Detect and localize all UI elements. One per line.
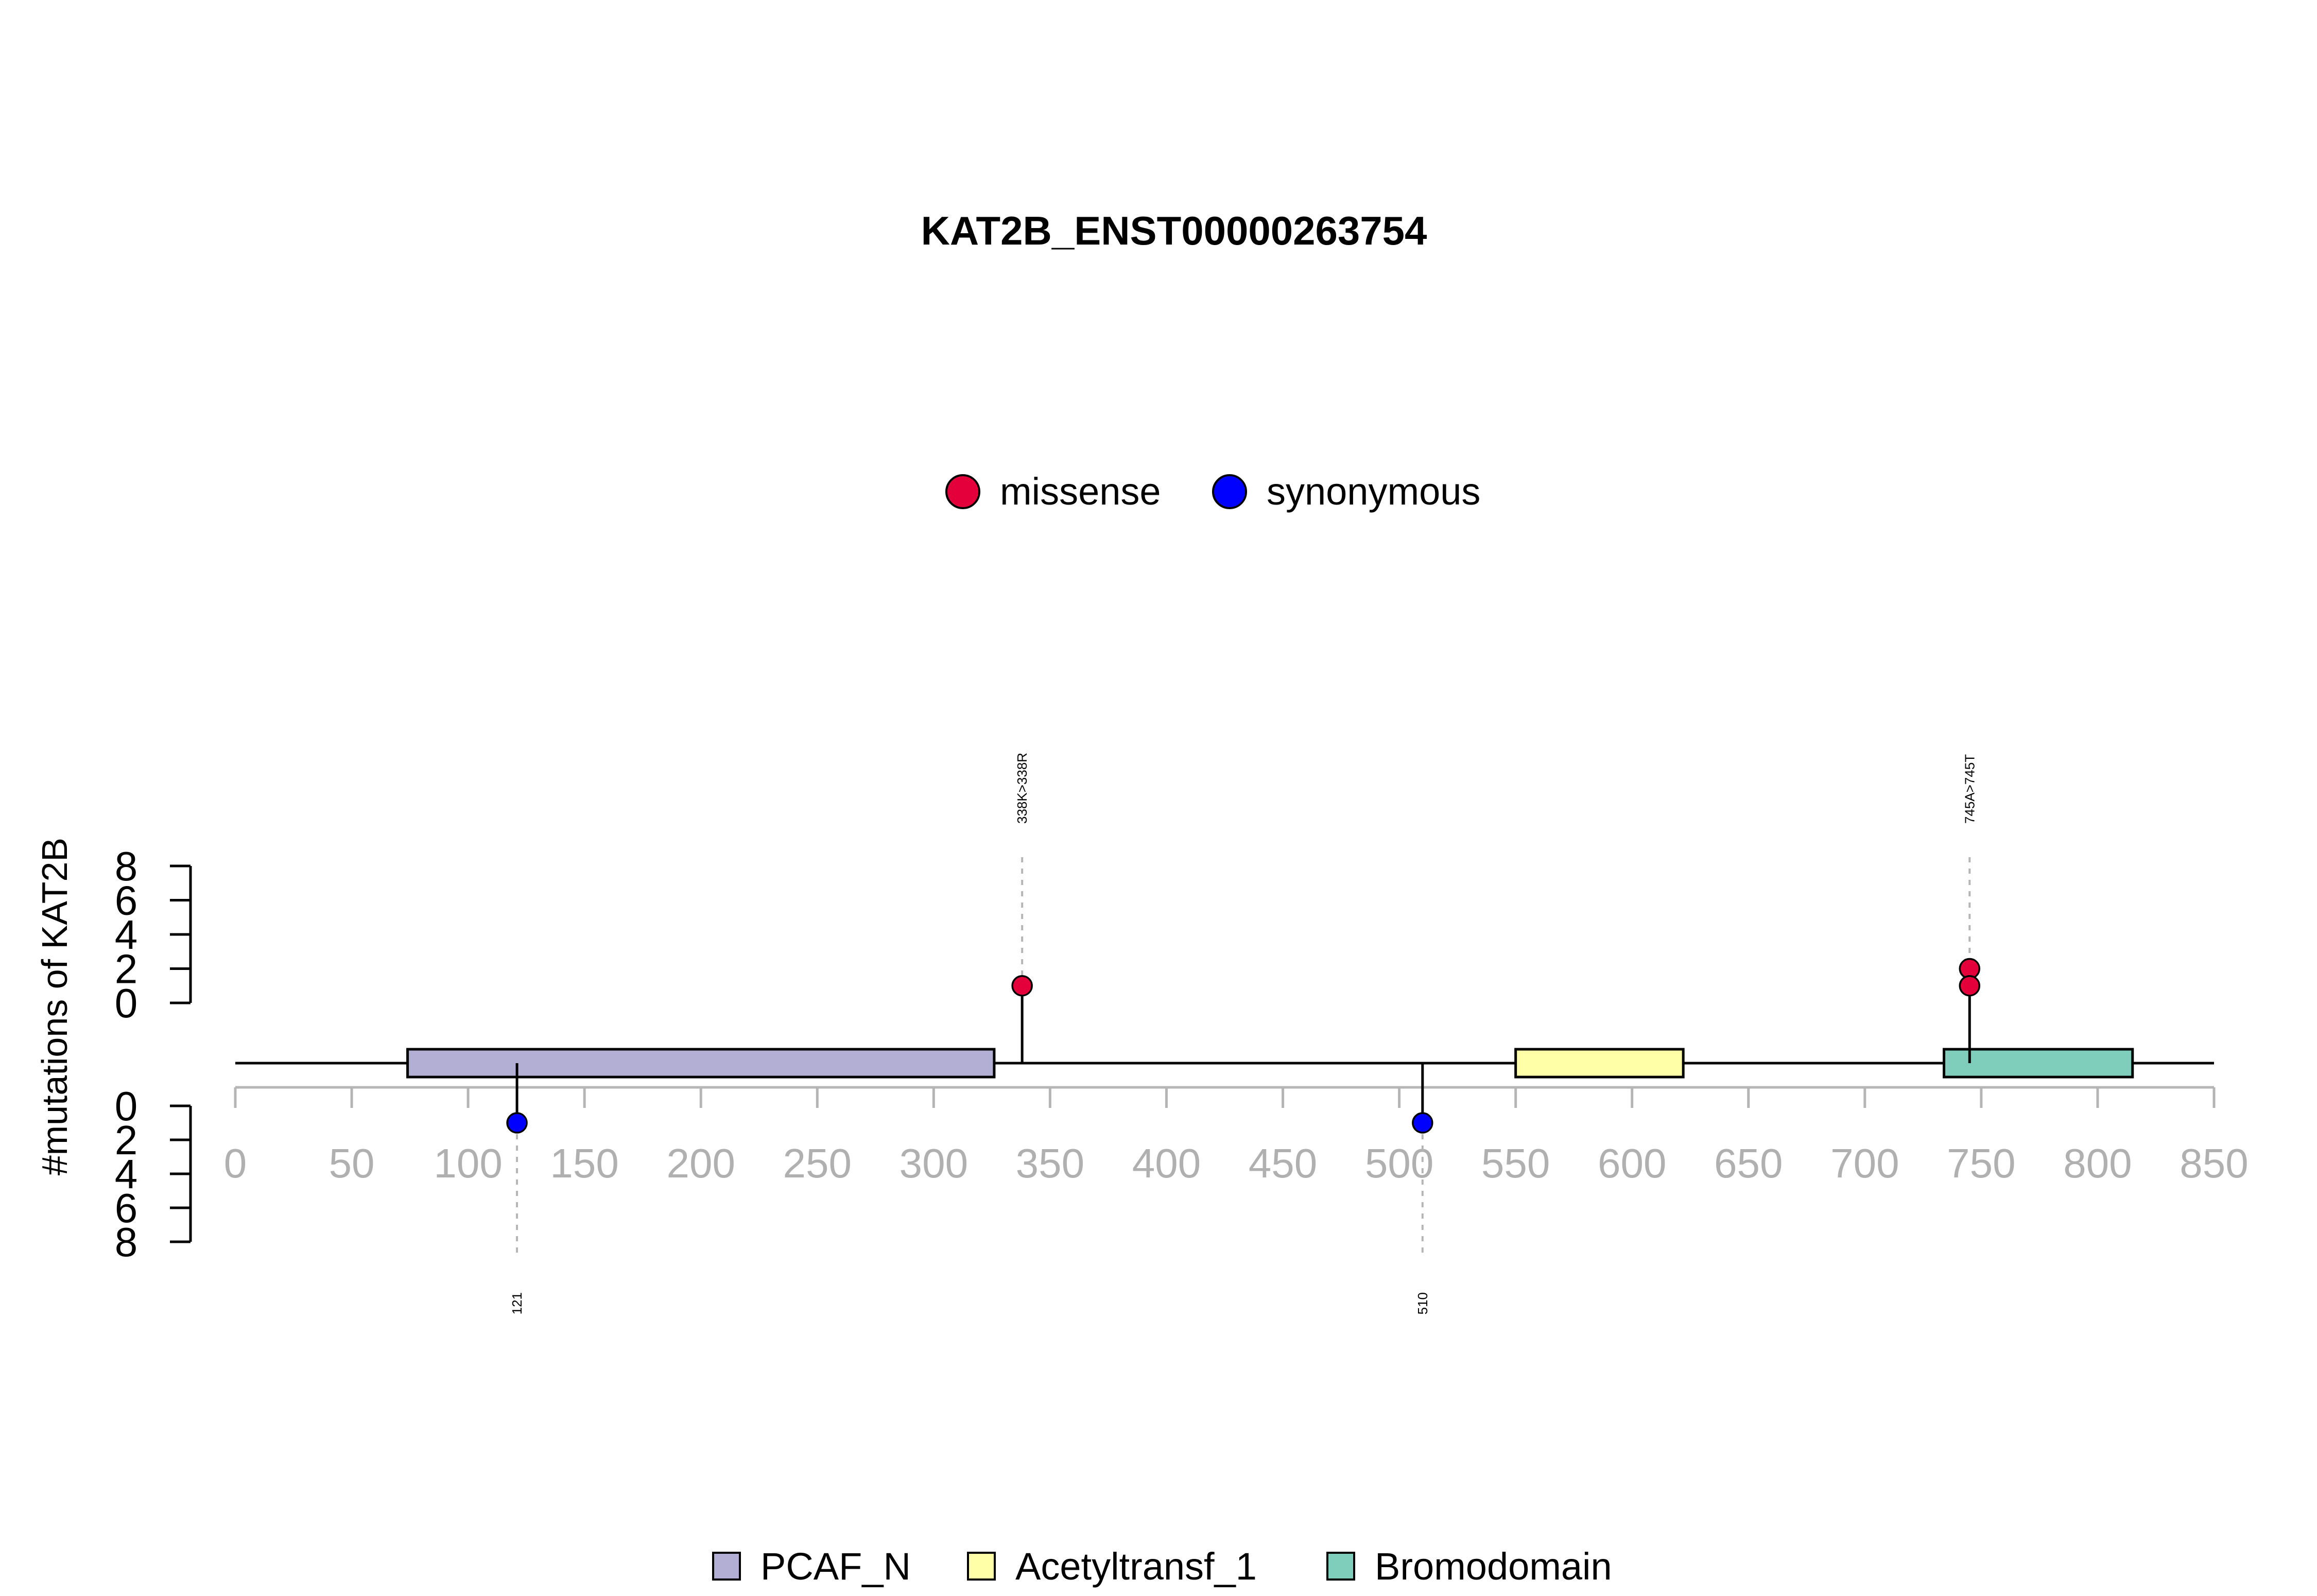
legend-dot-synonymous xyxy=(1212,474,1247,509)
legend-label-synonymous: synonymous xyxy=(1267,470,1480,513)
y-axis-top-tick-label: 4 xyxy=(115,912,138,958)
y-axis-top-tick-label: 0 xyxy=(115,980,138,1026)
y-axis-top-tick-label: 8 xyxy=(115,843,138,889)
x-tick-label: 800 xyxy=(2063,1140,2132,1186)
x-tick-label: 550 xyxy=(1481,1140,1550,1186)
y-axis-top-tick-label: 2 xyxy=(115,946,138,992)
domain-Bromodomain xyxy=(1943,1048,2134,1079)
y-axis-bottom-tick-label: 8 xyxy=(115,1219,138,1265)
mutation-label: 121 xyxy=(509,1292,525,1314)
mutation-label: 745A>745T xyxy=(1962,754,1977,824)
x-tick-label: 650 xyxy=(1714,1140,1783,1186)
mutation-dot xyxy=(1412,1112,1433,1134)
mutation-dot xyxy=(1011,975,1033,997)
legend-label-Acetyltransf_1: Acetyltransf_1 xyxy=(1015,1545,1257,1588)
x-axis: 0 50 100 150 200 250 300 350 400 450 500 550 600 650 7… xyxy=(224,1086,2249,1186)
mutation-label: 338K>338R xyxy=(1014,753,1030,824)
legend-swatch-Bromodomain xyxy=(1326,1552,1355,1581)
chart-title: KAT2B_ENST00000263754 xyxy=(921,208,1427,253)
x-tick-label: 0 xyxy=(224,1140,247,1186)
domain-Acetyltransf_1 xyxy=(1514,1048,1685,1079)
x-tick-label: 450 xyxy=(1249,1140,1317,1186)
x-tick-label: 750 xyxy=(1947,1140,2015,1186)
y-axis-bottom-tick-label: 4 xyxy=(115,1151,138,1197)
legend-label-Bromodomain: Bromodomain xyxy=(1375,1545,1612,1588)
y-axis-top-tick-label: 6 xyxy=(115,878,138,924)
legend-dot-missense xyxy=(945,474,980,509)
legend-label-PCAF_N: PCAF_N xyxy=(760,1545,911,1588)
mutation-dot xyxy=(506,1112,528,1134)
y-axis-bottom-tick-label: 0 xyxy=(115,1083,138,1129)
x-tick-label: 600 xyxy=(1598,1140,1666,1186)
x-tick-label: 250 xyxy=(783,1140,852,1186)
mutation-lollipops: 338K>338R 745A>745T 121 510 xyxy=(506,753,1981,1314)
x-tick-label: 700 xyxy=(1830,1140,1899,1186)
x-tick-label: 200 xyxy=(666,1140,735,1186)
legend-swatch-Acetyltransf_1 xyxy=(967,1552,996,1581)
x-tick-label: 850 xyxy=(2180,1140,2248,1186)
legend-label-missense: missense xyxy=(1000,470,1161,513)
domain-PCAF_N xyxy=(406,1048,996,1079)
mutation-legend: missense synonymous xyxy=(945,470,1480,513)
legend-swatch-PCAF_N xyxy=(712,1552,741,1581)
domain-legend: PCAF_N Acetyltransf_1 Bromodomain xyxy=(712,1545,1612,1588)
y-axis-bottom-tick-label: 2 xyxy=(115,1117,138,1163)
x-tick-label: 50 xyxy=(329,1140,375,1186)
x-tick-label: 400 xyxy=(1132,1140,1201,1186)
x-tick-label: 300 xyxy=(900,1140,968,1186)
x-tick-label: 350 xyxy=(1016,1140,1084,1186)
x-tick-label: 100 xyxy=(434,1140,502,1186)
mutation-label: 510 xyxy=(1415,1292,1430,1314)
y-axis-bottom-tick-label: 6 xyxy=(115,1185,138,1231)
protein-domains xyxy=(406,1048,2134,1079)
y-axis-label: #mutations of KAT2B xyxy=(34,838,75,1175)
x-tick-label: 150 xyxy=(550,1140,618,1186)
mutation-dot xyxy=(1959,975,1981,997)
